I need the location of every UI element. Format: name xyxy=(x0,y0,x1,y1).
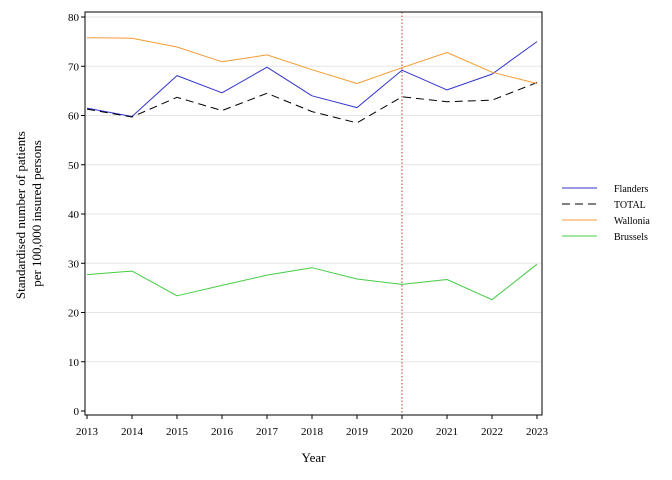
x-tick-label: 2016 xyxy=(211,426,234,438)
x-tick-label: 2014 xyxy=(121,426,144,438)
series-line-flanders xyxy=(86,41,538,117)
axes: 0 10 20 30 40 50 60 70 80 2013 2014 2015 2016 2017 201… xyxy=(68,12,549,438)
x-tick-label: 2020 xyxy=(391,426,414,438)
legend: Flanders TOTAL Wallonia Brussels xyxy=(562,184,650,243)
x-tick-label: 2017 xyxy=(256,426,279,438)
x-tick-label: 2013 xyxy=(76,426,99,438)
y-tick-label: 30 xyxy=(68,258,80,270)
y-tick-label: 40 xyxy=(68,209,80,221)
legend-label-flanders: Flanders xyxy=(614,184,649,195)
x-tick-label: 2022 xyxy=(481,426,503,438)
y-tick-label: 60 xyxy=(68,111,80,123)
legend-label-wallonia: Wallonia xyxy=(614,216,650,227)
y-axis-title: Standardised number of patients per 100,… xyxy=(13,128,44,299)
x-tick-label: 2015 xyxy=(166,426,189,438)
series-line-brussels xyxy=(86,263,538,301)
x-axis-title: Year xyxy=(302,450,327,465)
y-tick-label: 70 xyxy=(68,61,80,73)
gridlines xyxy=(85,16,542,363)
y-tick-label: 50 xyxy=(68,160,80,172)
x-tick-label: 2023 xyxy=(526,426,549,438)
y-tick-label: 10 xyxy=(68,357,80,369)
y-tick-label: 20 xyxy=(68,308,80,320)
x-tick-label: 2019 xyxy=(346,426,369,438)
y-axis-title-line-1: Standardised number of patients xyxy=(13,131,28,299)
series-line-wallonia xyxy=(86,37,538,84)
series-line-total xyxy=(86,82,538,124)
legend-label-brussels: Brussels xyxy=(614,232,648,243)
x-tick-label: 2018 xyxy=(301,426,324,438)
x-tick-label: 2021 xyxy=(436,426,458,438)
legend-label-total: TOTAL xyxy=(614,200,646,211)
y-tick-label: 0 xyxy=(74,406,80,418)
y-tick-label: 80 xyxy=(68,12,80,24)
y-axis-title-line-2: per 100,000 insured persons xyxy=(29,140,44,287)
series-layer xyxy=(86,37,538,301)
